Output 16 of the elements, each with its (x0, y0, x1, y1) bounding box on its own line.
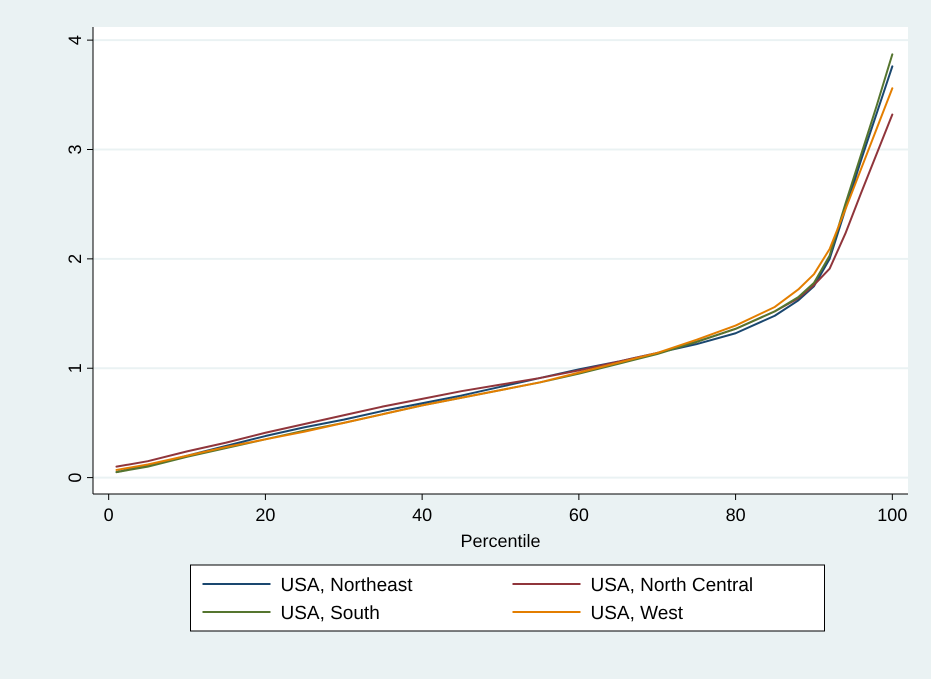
x-tick-label: 100 (877, 505, 908, 525)
y-tick-label: 2 (65, 254, 85, 264)
x-tick-label: 40 (412, 505, 432, 525)
x-tick-label: 20 (255, 505, 276, 525)
legend-label: USA, South (280, 603, 380, 624)
legend-label: USA, West (590, 603, 684, 624)
y-tick-label: 3 (65, 144, 85, 154)
y-tick-label: 4 (65, 35, 85, 46)
y-tick-label: 1 (65, 363, 85, 374)
legend-label: USA, Northeast (280, 575, 414, 596)
x-tick-label: 0 (104, 505, 114, 525)
x-tick-label: 80 (726, 505, 746, 525)
x-axis-title: Percentile (460, 531, 541, 551)
legend-label: USA, North Central (590, 575, 754, 596)
x-tick-label: 60 (568, 505, 589, 525)
y-tick-label: 0 (65, 472, 85, 483)
